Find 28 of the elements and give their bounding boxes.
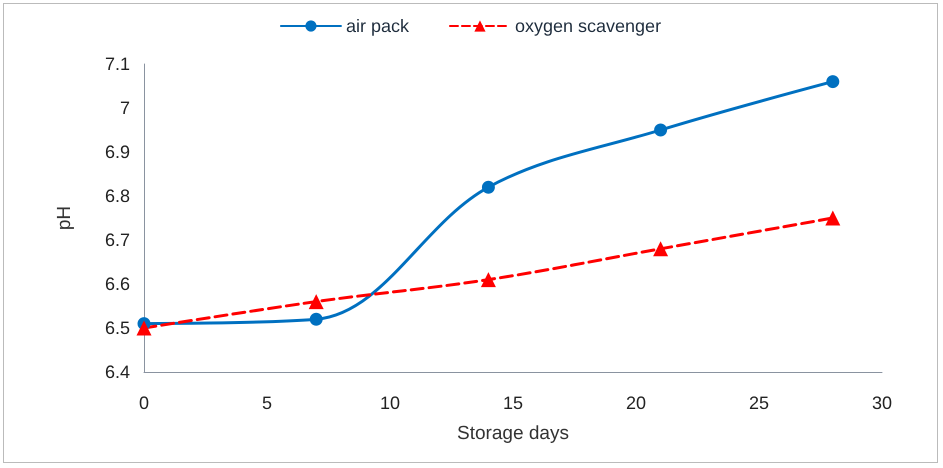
point — [825, 210, 840, 226]
point — [310, 312, 323, 326]
x-axis-title: Storage days — [457, 423, 569, 444]
x-tick-label: 0 — [138, 393, 150, 413]
point — [480, 272, 496, 288]
y-tick-label: 7.1 — [104, 54, 130, 74]
y-axis-title: pH — [54, 206, 75, 230]
x-tick-label: 15 — [502, 393, 524, 413]
y-tick-label: 6.8 — [104, 186, 130, 206]
y-tick-label: 6.4 — [104, 362, 130, 382]
point — [136, 320, 152, 336]
legend-label: air pack — [346, 16, 410, 36]
y-tick-label: 6.9 — [104, 142, 130, 162]
y-tick-label: 6.5 — [104, 318, 130, 338]
y-tick-label: 7 — [120, 98, 130, 118]
x-tick-label: 5 — [262, 393, 272, 413]
x-tick-label: 30 — [872, 393, 892, 413]
x-tick-label: 20 — [626, 393, 646, 413]
point — [653, 241, 668, 256]
point — [654, 124, 668, 136]
point — [308, 294, 324, 310]
x-tick-label: 25 — [748, 393, 770, 413]
point — [826, 75, 840, 88]
legend-label: oxygen scavenger — [514, 16, 662, 36]
y-tick-label: 6.7 — [104, 230, 130, 250]
point — [482, 180, 495, 194]
x-tick-label: 10 — [380, 393, 400, 413]
y-tick-label: 6.6 — [104, 274, 130, 294]
